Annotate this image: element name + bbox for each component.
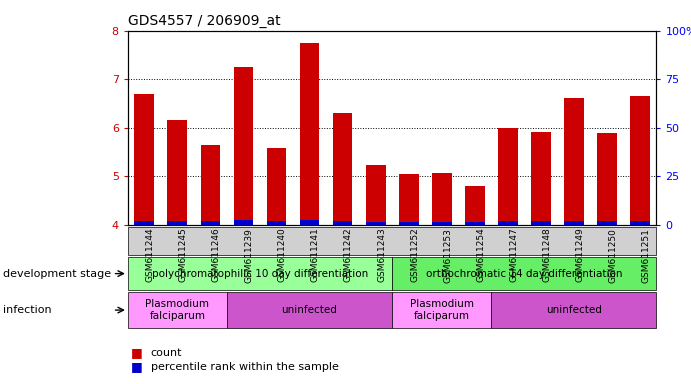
Bar xyxy=(234,220,254,225)
Bar xyxy=(630,221,650,225)
Bar xyxy=(332,113,352,225)
Text: GSM611247: GSM611247 xyxy=(509,228,518,283)
Text: Plasmodium
falciparum: Plasmodium falciparum xyxy=(410,299,474,321)
Bar xyxy=(135,221,154,225)
Bar xyxy=(564,98,584,225)
Bar xyxy=(399,222,419,225)
Text: GSM611249: GSM611249 xyxy=(575,228,584,283)
Text: ■: ■ xyxy=(131,360,143,373)
Text: GSM611246: GSM611246 xyxy=(212,228,221,283)
Bar xyxy=(300,43,319,225)
Bar xyxy=(234,67,254,225)
Text: GSM611248: GSM611248 xyxy=(542,228,551,283)
Bar xyxy=(531,132,551,225)
Bar xyxy=(366,222,386,225)
Bar xyxy=(498,128,518,225)
Text: GSM611240: GSM611240 xyxy=(278,228,287,283)
Bar xyxy=(167,121,187,225)
Bar xyxy=(399,174,419,225)
Text: GSM611254: GSM611254 xyxy=(476,228,485,283)
Bar xyxy=(267,148,286,225)
Text: uninfected: uninfected xyxy=(282,305,337,315)
Bar xyxy=(564,221,584,225)
Bar xyxy=(597,221,617,225)
Bar xyxy=(300,220,319,225)
Bar xyxy=(135,94,154,225)
Text: Plasmodium
falciparum: Plasmodium falciparum xyxy=(145,299,209,321)
Text: GSM611253: GSM611253 xyxy=(443,228,452,283)
Bar xyxy=(332,221,352,225)
Bar xyxy=(597,132,617,225)
Bar xyxy=(498,221,518,225)
Text: GSM611242: GSM611242 xyxy=(344,228,353,282)
Bar xyxy=(531,221,551,225)
Bar xyxy=(366,166,386,225)
Text: GSM611251: GSM611251 xyxy=(641,228,650,283)
Bar xyxy=(167,221,187,225)
Bar xyxy=(432,173,452,225)
Bar xyxy=(465,222,484,225)
Text: uninfected: uninfected xyxy=(546,305,602,315)
Text: ■: ■ xyxy=(131,346,143,359)
Text: GSM611252: GSM611252 xyxy=(410,228,419,283)
Text: development stage: development stage xyxy=(3,268,111,279)
Text: GSM611241: GSM611241 xyxy=(311,228,320,283)
Bar xyxy=(432,222,452,225)
Text: count: count xyxy=(151,348,182,358)
Bar xyxy=(465,186,484,225)
Text: GSM611245: GSM611245 xyxy=(179,228,188,283)
Text: GSM611239: GSM611239 xyxy=(245,228,254,283)
Text: percentile rank within the sample: percentile rank within the sample xyxy=(151,362,339,372)
Text: infection: infection xyxy=(3,305,52,315)
Bar xyxy=(200,145,220,225)
Text: GDS4557 / 206909_at: GDS4557 / 206909_at xyxy=(128,14,281,28)
Bar xyxy=(267,221,286,225)
Text: orthochromatic 14 day differentiation: orthochromatic 14 day differentiation xyxy=(426,268,623,279)
Bar xyxy=(630,96,650,225)
Text: polychromatophilic 10 day differentiation: polychromatophilic 10 day differentiatio… xyxy=(152,268,368,279)
Text: GSM611244: GSM611244 xyxy=(146,228,155,282)
Text: GSM611250: GSM611250 xyxy=(608,228,617,283)
Text: GSM611243: GSM611243 xyxy=(377,228,386,283)
Bar xyxy=(200,221,220,225)
